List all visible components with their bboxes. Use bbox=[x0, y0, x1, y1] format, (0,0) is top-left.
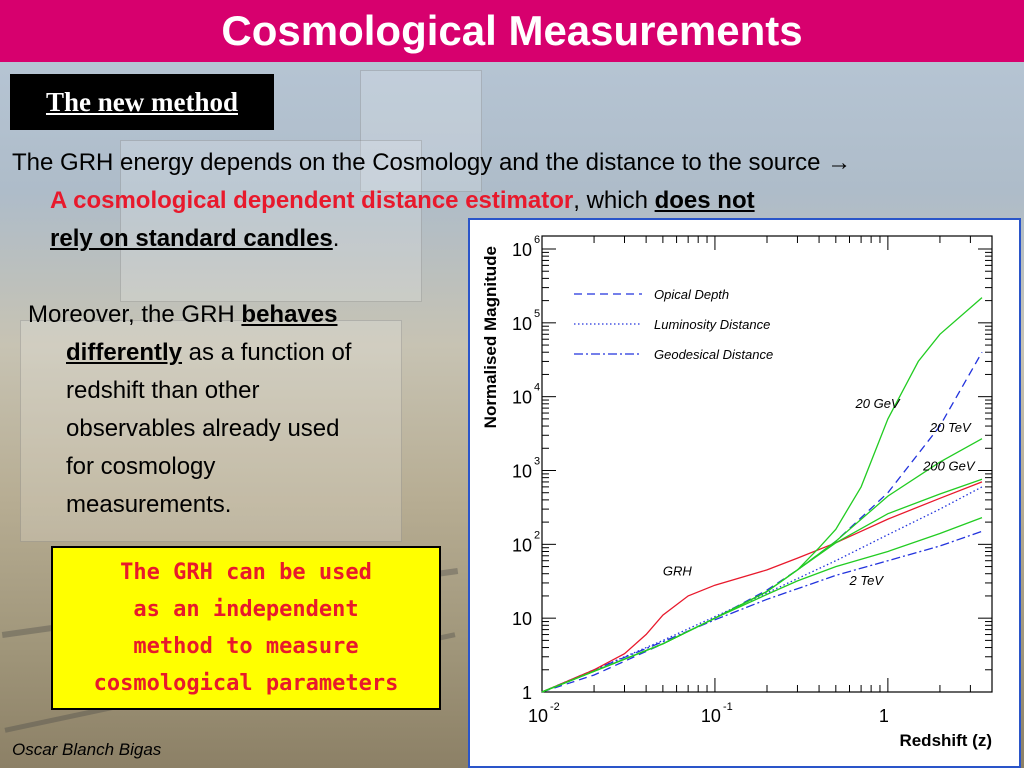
curve-label: 2 TeV bbox=[849, 573, 885, 588]
paragraph-2-line-6: measurements. bbox=[66, 491, 232, 518]
legend-label: Luminosity Distance bbox=[654, 317, 770, 332]
curve-label: 20 GeV bbox=[855, 396, 901, 411]
p1-does-not: does not bbox=[654, 187, 755, 214]
legend-label: Geodesical Distance bbox=[654, 347, 773, 362]
telescope-mirror-panel bbox=[120, 140, 422, 302]
x-tick-label: 10 bbox=[701, 706, 721, 726]
y-tick-label-exponent: 4 bbox=[534, 382, 540, 394]
p2-lead: Moreover, the GRH bbox=[28, 301, 242, 328]
y-tick-label: 10 bbox=[512, 462, 532, 482]
x-tick-label-exponent: -2 bbox=[550, 701, 560, 713]
p2-rest1: as a function of bbox=[182, 339, 352, 366]
curve-label: 20 TeV bbox=[929, 420, 972, 435]
y-tick-label: 10 bbox=[512, 314, 532, 334]
conclusion-callout: The GRH can be used as an independent me… bbox=[51, 546, 441, 710]
x-axis-label: Redshift (z) bbox=[899, 731, 992, 750]
y-tick-label: 10 bbox=[512, 240, 532, 260]
p2-differently: differently bbox=[66, 339, 183, 366]
paragraph-2-line-2: differently as a function of bbox=[66, 334, 351, 372]
x-tick-label: 1 bbox=[879, 706, 889, 726]
p1-text: The GRH energy depends on the Cosmology … bbox=[12, 149, 821, 176]
chart-panel: 1 10 10 2 10 3 10 4 10 5 10 6 10 -2 10 -1 1 Redshift (z) N… bbox=[468, 218, 1021, 768]
author-name: Oscar Blanch Bigas bbox=[12, 740, 162, 759]
paragraph-2-line-5: for cosmology bbox=[66, 453, 216, 480]
y-tick-label: 10 bbox=[512, 388, 532, 408]
paragraph-1-line-3: rely on standard candles. bbox=[50, 220, 339, 258]
section-label-box: The new method bbox=[10, 74, 274, 130]
telescope-mirror-panel bbox=[360, 70, 482, 192]
y-tick-label-exponent: 6 bbox=[534, 234, 540, 246]
paragraph-1-line-2: A cosmological dependent distance estima… bbox=[50, 182, 755, 220]
y-tick-label: 10 bbox=[512, 609, 532, 629]
p1-which: , which bbox=[573, 187, 655, 214]
series-line-luminosity-distance bbox=[541, 486, 983, 693]
p1-rely: rely on standard candles bbox=[50, 225, 333, 252]
paragraph-2-line-4: observables already used bbox=[66, 415, 340, 442]
paragraph-2-line-3: redshift than other bbox=[66, 377, 260, 404]
curve-label: 200 GeV bbox=[922, 459, 976, 474]
x-tick-label-exponent: -1 bbox=[723, 701, 733, 713]
callout-line: method to measure bbox=[133, 634, 359, 659]
callout-text: The GRH can be used as an independent me… bbox=[53, 554, 439, 702]
p1-period: . bbox=[332, 225, 340, 252]
callout-line: cosmological parameters bbox=[93, 671, 399, 696]
series-line-20-tev bbox=[541, 438, 983, 693]
p2-behaves: behaves bbox=[241, 301, 338, 328]
series-line-200-gev bbox=[541, 478, 983, 693]
slide-title: Cosmological Measurements bbox=[221, 7, 803, 54]
x-tick-label: 10 bbox=[528, 706, 548, 726]
paragraph-1-line-1: The GRH energy depends on the Cosmology … bbox=[12, 144, 851, 182]
paragraph-2-line-1: Moreover, the GRH behaves bbox=[28, 296, 337, 334]
y-tick-label-exponent: 3 bbox=[534, 456, 540, 468]
arrow-icon: → bbox=[827, 149, 852, 176]
y-tick-label-exponent: 2 bbox=[534, 529, 540, 541]
telescope-mirror-panel bbox=[20, 320, 402, 542]
y-tick-label: 1 bbox=[522, 683, 532, 703]
series-line-grh bbox=[541, 481, 983, 693]
series-line-2-tev bbox=[541, 516, 983, 693]
y-tick-label-exponent: 5 bbox=[534, 308, 540, 320]
series-line-geodesical-distance bbox=[541, 530, 983, 693]
callout-line: The GRH can be used bbox=[120, 560, 372, 585]
y-tick-label: 10 bbox=[512, 535, 532, 555]
callout-line: as an independent bbox=[133, 597, 359, 622]
legend-label: Opical Depth bbox=[654, 287, 729, 302]
section-label: The new method bbox=[45, 87, 238, 117]
title-bar: Cosmological Measurements bbox=[0, 0, 1024, 62]
y-axis-label: Normalised Magnitude bbox=[481, 246, 500, 428]
p1-highlight: A cosmological dependent distance estima… bbox=[50, 187, 574, 214]
series-line-opical-depth bbox=[541, 351, 983, 693]
curve-label: GRH bbox=[663, 563, 693, 578]
